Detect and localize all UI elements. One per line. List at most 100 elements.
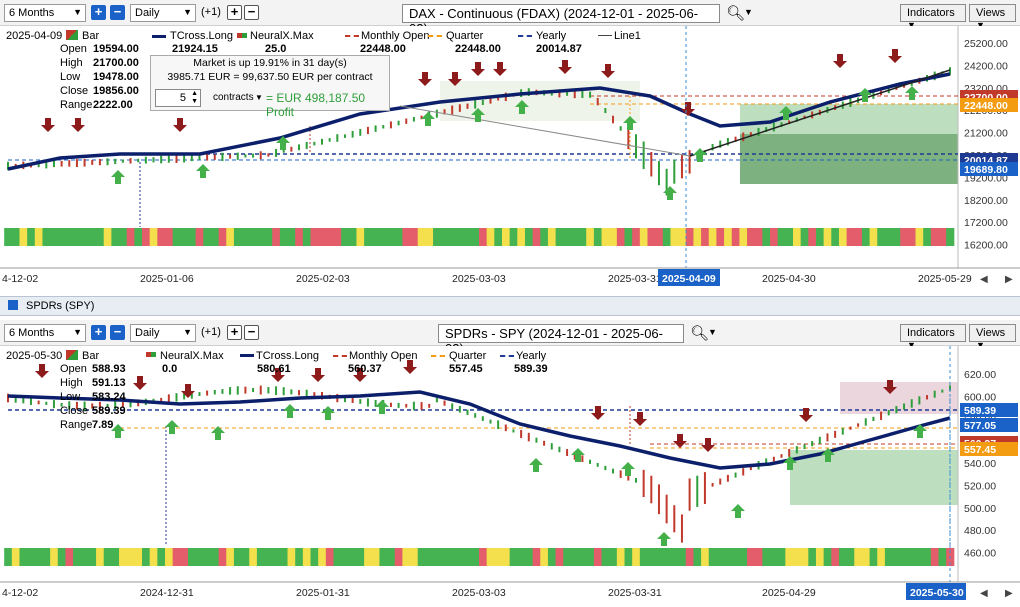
high-label: High <box>60 57 83 69</box>
signal-strip-cell <box>410 228 419 246</box>
range-label: Range <box>60 419 93 431</box>
spy-price-chart[interactable]: 620.00600.00580.00560.00540.00520.00500.… <box>0 346 1020 604</box>
offset-label: (+1) <box>201 326 221 338</box>
indicators-label: Indicators <box>907 7 955 19</box>
timeframe-select[interactable]: 6 Months ▼ <box>4 4 86 22</box>
signal-strip-cell <box>187 548 197 566</box>
timeframe-select[interactable]: 6 Months ▼ <box>4 324 86 342</box>
instrument-title[interactable]: DAX - Continuous (FDAX) (2024-12-01 - 20… <box>402 4 720 36</box>
signal-strip-cell <box>739 228 748 246</box>
remove-button[interactable]: − <box>244 5 259 20</box>
chevron-down-icon[interactable]: ▼ <box>744 7 753 17</box>
signal-strip-cell <box>203 228 212 246</box>
signal-strip-cell <box>433 548 442 566</box>
signal-strip-cell <box>364 548 373 566</box>
price-tag-label: 19689.80 <box>964 164 1008 176</box>
signal-strip-cell <box>19 548 28 566</box>
line1-swatch <box>598 35 612 36</box>
minus-button[interactable]: − <box>110 5 125 20</box>
signal-strip-cell <box>532 548 541 566</box>
add-button[interactable]: + <box>227 5 242 20</box>
signal-strip-cell <box>907 548 917 566</box>
interval-select[interactable]: Daily ▼ <box>130 324 196 342</box>
plus-button[interactable]: + <box>91 325 106 340</box>
signal-strip-cell <box>793 228 802 246</box>
x-tick-label: 2025-04-30 <box>762 273 816 285</box>
sort-icon[interactable]: ▲ ▼ <box>191 90 198 105</box>
signal-strip-cell <box>693 228 702 246</box>
views-button[interactable]: Views ▼ <box>969 4 1016 30</box>
signal-strip-cell <box>793 548 802 566</box>
signal-strip-cell <box>256 548 266 566</box>
buy-arrow <box>321 406 335 420</box>
indicators-button[interactable]: Indicators ▼ <box>900 4 966 30</box>
price-tag <box>960 403 1018 417</box>
signal-strip-cell <box>655 548 664 566</box>
x-tick-label: 4-12-02 <box>2 587 38 599</box>
signal-strip-cell <box>417 548 426 566</box>
views-label: Views <box>976 327 1006 339</box>
signal-strip-cell <box>471 228 480 246</box>
chevron-down-icon: ▼ <box>183 327 192 337</box>
open-label: Open <box>60 363 87 375</box>
signal-strip-cell <box>716 228 725 246</box>
price-tag <box>960 162 1018 176</box>
price-tag <box>960 98 1018 112</box>
remove-button[interactable]: − <box>244 325 259 340</box>
indicators-button[interactable]: Indicators ▼ <box>900 324 966 350</box>
legend-yearly: Yearly <box>536 30 567 42</box>
signal-strip-cell <box>11 548 20 566</box>
y-tick-label: 16200.00 <box>964 240 1008 252</box>
open-value: 19594.00 <box>93 43 139 55</box>
add-button[interactable]: + <box>227 325 242 340</box>
signal-strip-cell <box>892 548 901 566</box>
legend-quarter: Quarter <box>446 30 484 42</box>
dax-price-chart[interactable]: 25200.0024200.0023200.0022200.0021200.00… <box>0 26 1020 290</box>
yearly-swatch <box>518 35 532 37</box>
sell-arrow <box>833 54 847 68</box>
legend-monthly-value: 560.37 <box>348 363 382 375</box>
spy-section-header: SPDRs (SPY) <box>0 296 1020 316</box>
chart-toolbar: 6 Months ▼ + − Daily ▼ (+1) + − DAX - Cont… <box>0 0 1020 36</box>
signal-strip-cell <box>762 228 771 246</box>
open-label: Open <box>60 43 87 55</box>
instrument-title[interactable]: SPDRs - SPY (2024-12-01 - 2025-06-02) <box>438 324 684 356</box>
sell-arrow <box>681 102 695 116</box>
signal-strip-cell <box>938 228 947 246</box>
signal-strip-cell <box>494 548 503 566</box>
signal-strip-cell <box>348 228 357 246</box>
search-icon[interactable]: 🔍︎ <box>690 325 710 342</box>
y-tick-label: 500.00 <box>964 503 996 515</box>
signal-strip-cell <box>616 228 626 246</box>
interval-select[interactable]: Daily ▼ <box>130 4 196 22</box>
signal-strip-cell <box>103 228 112 246</box>
sell-arrow <box>311 368 325 382</box>
signal-strip-cell <box>149 548 158 566</box>
bar-icon <box>66 350 78 360</box>
buy-arrow <box>913 424 927 438</box>
views-button[interactable]: Views ▼ <box>969 324 1016 350</box>
chart-toolbar: 6 Months ▼ + − Daily ▼ (+1) + − SPDRs - SP… <box>0 320 1020 356</box>
search-icon[interactable]: 🔍︎ <box>726 5 746 22</box>
plus-button[interactable]: + <box>91 5 106 20</box>
buy-arrow <box>471 108 485 122</box>
signal-strip-cell <box>195 228 204 246</box>
contracts-stepper[interactable]: 5 ▲ ▼ <box>155 89 201 107</box>
signal-strip-cell <box>287 228 296 246</box>
contracts-value: 5 <box>179 92 186 104</box>
signal-strip-cell <box>134 228 143 246</box>
signal-strip-cell <box>724 548 733 566</box>
minus-button[interactable]: − <box>110 325 125 340</box>
signal-strip-cell <box>570 228 580 246</box>
signal-strip-cell <box>471 548 480 566</box>
chevron-down-icon[interactable]: ▼ <box>255 93 263 102</box>
signal-strip-cell <box>73 228 82 246</box>
y-tick-label: 24200.00 <box>964 60 1008 72</box>
chevron-down-icon[interactable]: ▼ <box>708 327 717 337</box>
offset-label: (+1) <box>201 6 221 18</box>
signal-strip-cell <box>563 228 572 246</box>
signal-strip-cell <box>777 228 786 246</box>
signal-strip-cell <box>440 548 449 566</box>
x-tick-label: 4-12-02 <box>2 273 38 285</box>
signal-strip-cell <box>900 548 909 566</box>
